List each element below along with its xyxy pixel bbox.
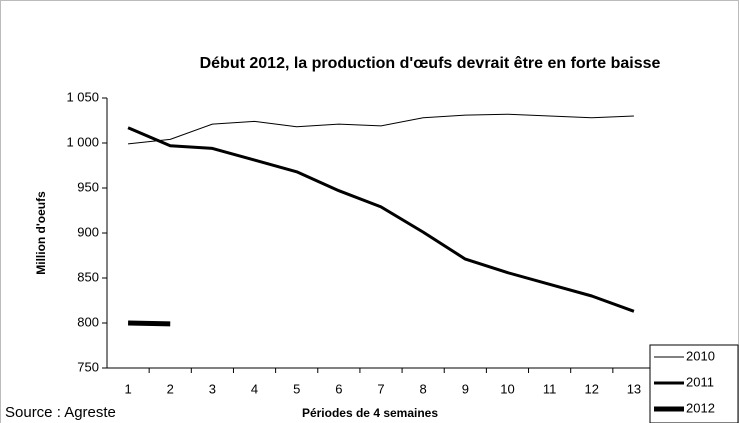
legend-label: 2010: [686, 348, 715, 363]
x-tick-label: 12: [585, 381, 599, 396]
legend-label: 2012: [686, 400, 715, 415]
y-tick-label: 900: [77, 224, 99, 239]
x-tick-label: 13: [627, 381, 641, 396]
x-tick-label: 1: [124, 381, 131, 396]
x-axis-label: Périodes de 4 semaines: [302, 406, 438, 420]
x-tick-label: 6: [335, 381, 342, 396]
x-tick-label: 9: [462, 381, 469, 396]
source: Source : Agreste: [5, 404, 116, 421]
x-tick-label: 10: [500, 381, 514, 396]
y-tick-label: 1 000: [66, 134, 99, 149]
series-line: [128, 113, 634, 145]
y-tick-label: 800: [77, 314, 99, 329]
x-tick-label: 11: [543, 381, 557, 396]
y-tick-label: 850: [77, 269, 99, 284]
y-tick-label: 950: [77, 179, 99, 194]
x-tick-label: 5: [293, 381, 300, 396]
series-line: [128, 320, 171, 327]
x-tick-label: 3: [209, 381, 216, 396]
x-tick-label: 8: [420, 381, 427, 396]
chart-title: Début 2012, la production d'œufs devrait…: [200, 55, 661, 72]
y-tick-label: 1 050: [66, 89, 99, 104]
x-tick-label: 4: [251, 381, 258, 396]
y-axis-label: Million d'oeufs: [34, 191, 48, 275]
series-line: [127, 126, 635, 313]
y-tick-label: 750: [77, 359, 99, 374]
x-tick-label: 2: [167, 381, 174, 396]
legend-label: 2011: [686, 374, 714, 389]
x-tick-label: 7: [377, 381, 384, 396]
